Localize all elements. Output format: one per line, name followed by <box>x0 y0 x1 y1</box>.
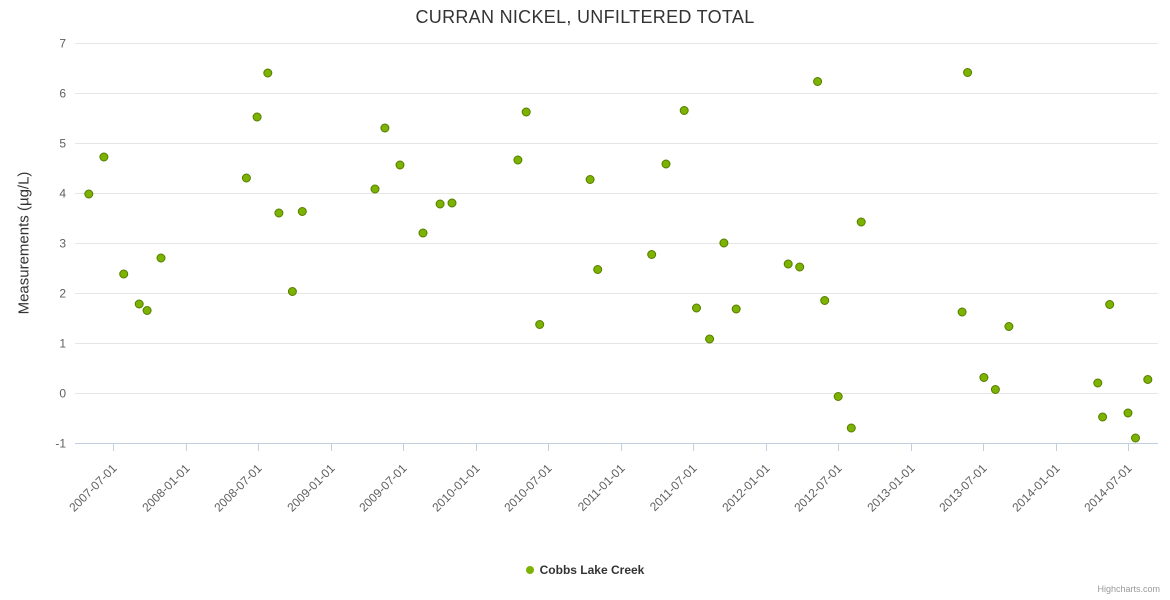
data-point[interactable] <box>679 106 689 115</box>
data-point[interactable] <box>535 320 545 329</box>
legend-label: Cobbs Lake Creek <box>539 563 645 577</box>
data-point[interactable] <box>833 392 843 401</box>
data-point[interactable] <box>1143 375 1153 384</box>
data-point[interactable] <box>1093 378 1103 388</box>
y-axis-label: 6 <box>59 87 66 101</box>
data-point[interactable] <box>84 189 94 199</box>
data-point[interactable] <box>979 373 989 382</box>
legend-marker-icon <box>525 566 534 574</box>
data-point[interactable] <box>1004 322 1014 331</box>
data-point[interactable] <box>395 160 405 170</box>
y-axis-label: 2 <box>59 287 66 301</box>
y-axis-label: 7 <box>59 37 66 51</box>
y-axis-label: 5 <box>59 137 66 151</box>
data-point[interactable] <box>119 269 129 279</box>
x-axis-label: 2010-07-01 <box>501 461 555 515</box>
data-point[interactable] <box>1105 300 1115 309</box>
x-axis-label: 2010-01-01 <box>429 461 483 515</box>
x-axis-label: 2011-01-01 <box>575 461 628 514</box>
data-point[interactable] <box>156 253 166 263</box>
x-axis-label: 2009-07-01 <box>356 461 410 515</box>
data-point[interactable] <box>813 77 823 86</box>
data-point[interactable] <box>252 112 262 122</box>
data-point[interactable] <box>795 262 805 272</box>
x-axis-label: 2013-07-01 <box>936 461 990 515</box>
data-point[interactable] <box>731 304 741 314</box>
data-point[interactable] <box>719 238 729 248</box>
data-point[interactable] <box>134 299 144 309</box>
data-point[interactable] <box>297 207 307 216</box>
data-point[interactable] <box>856 217 866 227</box>
data-point[interactable] <box>990 385 1000 394</box>
data-point[interactable] <box>370 184 380 194</box>
data-point[interactable] <box>263 68 273 78</box>
x-axis-label: 2012-01-01 <box>719 461 773 515</box>
data-point[interactable] <box>593 265 603 274</box>
data-point[interactable] <box>447 198 457 208</box>
data-point[interactable] <box>957 307 967 317</box>
data-point[interactable] <box>963 68 973 77</box>
x-axis-label: 2009-01-01 <box>284 461 338 515</box>
x-axis-label: 2008-01-01 <box>139 461 193 515</box>
data-point[interactable] <box>435 199 445 209</box>
x-axis-label: 2012-07-01 <box>791 461 845 515</box>
x-axis-label: 2011-07-01 <box>647 461 700 514</box>
x-axis-label: 2014-07-01 <box>1081 461 1135 515</box>
data-point[interactable] <box>521 107 531 117</box>
data-point[interactable] <box>99 152 109 162</box>
data-point[interactable] <box>783 259 793 269</box>
data-point[interactable] <box>846 423 856 433</box>
data-point[interactable] <box>513 155 523 165</box>
data-point[interactable] <box>585 175 595 184</box>
data-point[interactable] <box>287 287 297 296</box>
x-axis-label: 2013-01-01 <box>864 461 918 515</box>
x-axis-label: 2014-01-01 <box>1009 461 1063 515</box>
legend-item[interactable]: Cobbs Lake Creek <box>0 563 1170 577</box>
y-axis-label: 3 <box>59 237 66 251</box>
data-point[interactable] <box>705 334 715 344</box>
data-point[interactable] <box>647 250 657 259</box>
chart-title: CURRAN NICKEL, UNFILTERED TOTAL <box>415 7 755 27</box>
data-point[interactable] <box>820 296 830 305</box>
data-point[interactable] <box>1123 408 1133 418</box>
y-axis-label: 0 <box>59 387 66 401</box>
data-point[interactable] <box>274 208 284 218</box>
data-point[interactable] <box>142 306 152 315</box>
data-point[interactable] <box>380 123 390 133</box>
credits-link[interactable]: Highcharts.com <box>1097 584 1160 594</box>
x-axis-label: 2007-07-01 <box>66 461 120 515</box>
data-point[interactable] <box>1131 433 1140 443</box>
y-axis-label: 4 <box>59 187 66 201</box>
data-point[interactable] <box>241 173 251 183</box>
data-point[interactable] <box>418 228 428 238</box>
data-point[interactable] <box>1098 412 1108 422</box>
data-point[interactable] <box>692 303 701 313</box>
y-axis-label: -1 <box>55 437 66 451</box>
x-axis-label: 2008-07-01 <box>211 461 265 515</box>
y-axis-label: 1 <box>59 337 66 351</box>
data-point[interactable] <box>661 159 671 169</box>
